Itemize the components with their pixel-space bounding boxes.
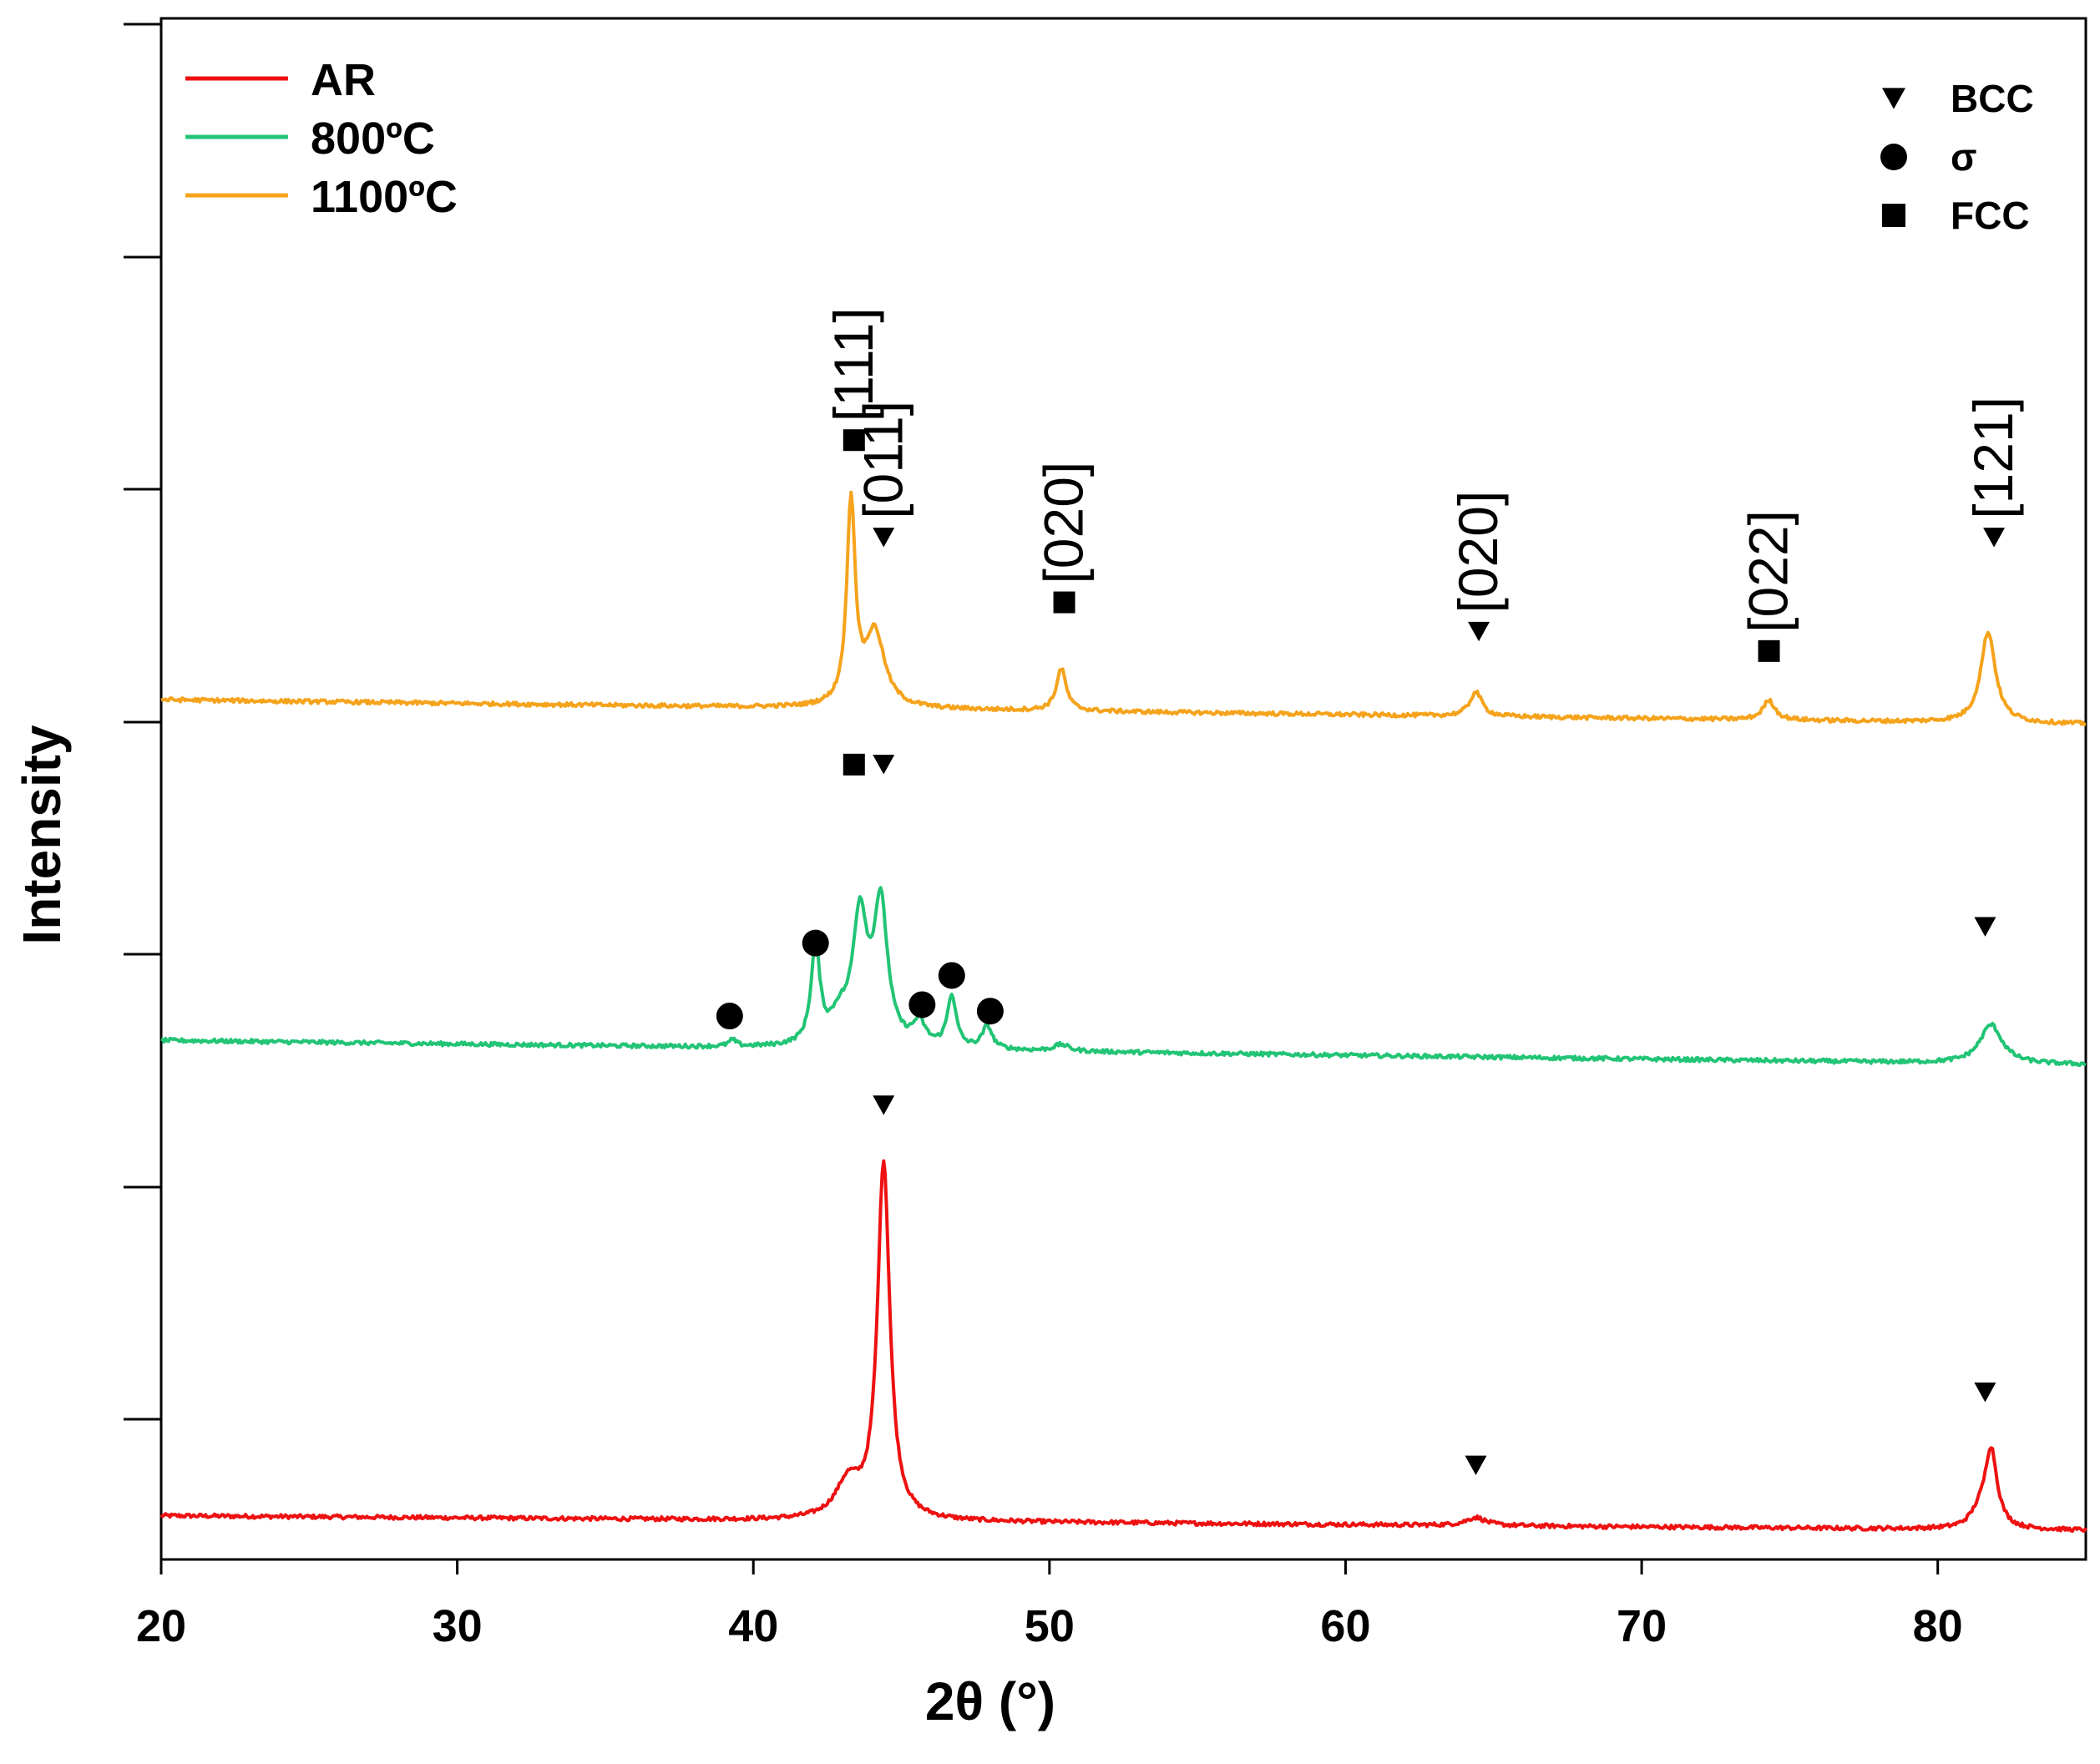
triangle-down-marker-5 — [1983, 528, 2006, 548]
triangle-down-marker-16 — [1974, 1382, 1996, 1403]
hkl-label-1: [011] — [852, 401, 913, 519]
x-tick-label-20: 20 — [136, 1601, 186, 1651]
triangle-down-marker-1 — [873, 528, 895, 548]
hkl-label-2: [020] — [1033, 462, 1095, 584]
series-line-ar — [159, 1159, 2087, 1534]
hkl-label-4: [022] — [1738, 510, 1799, 633]
legend-label-2: 1100ºC — [311, 172, 458, 222]
x-axis-label: 2θ (°) — [925, 1671, 1055, 1731]
phase-legend-label-0: BCC — [1951, 77, 2034, 120]
phase-legend-square-icon — [1882, 204, 1905, 227]
circle-marker-12 — [976, 998, 1004, 1025]
x-axis-ticks: 20 30 40 50 60 70 80 — [136, 1559, 1963, 1651]
series-line-800c — [160, 886, 2087, 1068]
triangle-down-marker-15 — [1465, 1455, 1487, 1475]
triangle-down-marker-14 — [873, 1095, 895, 1115]
circle-marker-9 — [802, 929, 829, 957]
hkl-label-5: [121] — [1962, 397, 2024, 519]
hkl-label-0: [111] — [822, 307, 884, 422]
square-marker-4 — [1758, 639, 1780, 662]
legend-label-0: AR — [311, 55, 376, 105]
phase-legend-circle-icon — [1880, 144, 1907, 170]
circle-marker-10 — [908, 991, 936, 1018]
circle-marker-11 — [938, 962, 965, 989]
square-marker-6 — [843, 753, 865, 776]
square-marker-0 — [843, 429, 865, 452]
x-tick-label-40: 40 — [728, 1601, 778, 1651]
y-axis-label: Intensity — [12, 725, 72, 945]
phase-legend-label-2: FCC — [1951, 194, 2030, 237]
phase-markers: [111][011] [020] [020] [022] [121] — [716, 307, 2024, 1475]
series-legend: AR 800ºC 1100ºC — [185, 55, 458, 222]
plot-frame — [159, 17, 2087, 1561]
square-marker-2 — [1053, 591, 1075, 614]
x-tick-label-30: 30 — [433, 1601, 483, 1651]
x-tick-label-50: 50 — [1025, 1601, 1075, 1651]
x-tick-label-60: 60 — [1320, 1601, 1370, 1651]
y-axis-ticks — [124, 23, 161, 1421]
phase-legend: BCC σ FCC — [1880, 77, 2034, 237]
phase-legend-label-1: σ — [1951, 135, 1976, 179]
series-layer — [159, 490, 2087, 1534]
triangle-down-marker-3 — [1468, 621, 1490, 642]
plot-border — [159, 17, 2087, 1561]
x-tick-label-80: 80 — [1913, 1601, 1963, 1651]
series-line-1100c — [160, 490, 2087, 726]
legend-label-1: 800ºC — [311, 114, 435, 164]
hkl-label-3: [020] — [1447, 491, 1509, 614]
triangle-down-marker-7 — [873, 755, 895, 775]
triangle-down-marker-13 — [1974, 917, 1996, 937]
circle-marker-8 — [716, 1003, 743, 1030]
x-tick-label-70: 70 — [1617, 1601, 1667, 1651]
phase-legend-triangle-down-icon — [1882, 88, 1905, 109]
